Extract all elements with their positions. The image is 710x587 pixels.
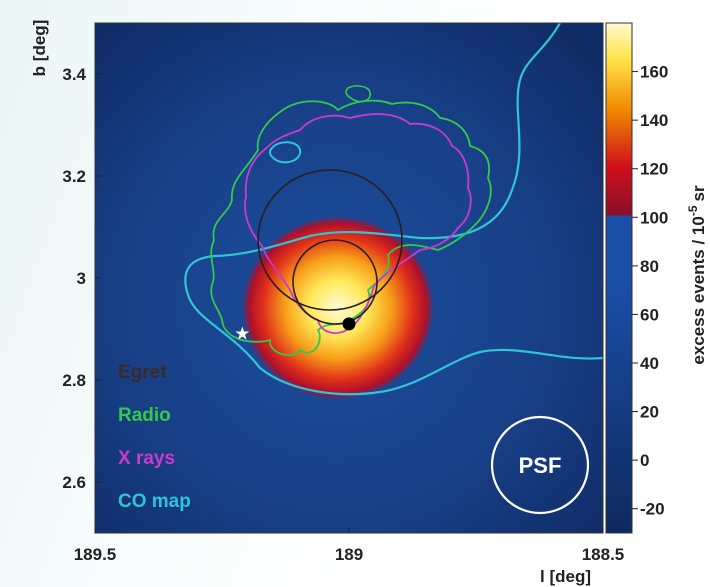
star-marker: ★ [234,324,250,345]
egret-contour-inner [292,239,378,325]
colorbar-tick-label: 60 [640,305,659,324]
y-axis: 2.6 2.8 3 3.2 3.4 [62,65,101,492]
legend: Egret Radio X rays CO map [118,362,191,512]
colorbar-ticks: -20 0 20 40 60 80 100 120 140 160 [632,63,668,519]
egret-contour-outer [257,169,403,311]
y-tick-label: 2.8 [62,371,86,390]
colorbar-tick-label: 100 [640,208,668,227]
x-tick-label: 188.5 [582,545,625,564]
y-tick-label: 2.6 [62,473,86,492]
y-tick-label: 3.2 [62,167,86,186]
colorbar-tick-label: 0 [640,451,649,470]
y-tick-label: 3.4 [62,65,86,84]
colorbar-tick-label: 160 [640,63,668,82]
colorbar-tick-label: 20 [640,403,659,422]
y-tick-label: 3 [77,269,86,288]
colorbar-tick-label: 140 [640,111,668,130]
legend-entry: CO map [118,491,191,512]
colorbar-tick-label: 40 [640,354,659,373]
legend-entry: Radio [118,405,171,426]
xray-contour [244,113,472,334]
x-axis-label: l [deg] [540,567,591,586]
excess-emission [242,216,434,400]
legend-entry: X rays [118,448,175,469]
x-tick-label: 189.5 [74,545,117,564]
x-axis: 189.5 189 188.5 [74,527,625,564]
legend-entry: Egret [118,362,167,383]
colorbar [605,22,633,534]
radio-contour-blob [345,85,372,103]
co-map-contour-small [268,141,302,164]
egret-source-marker [342,317,356,331]
psf-circle [490,415,590,515]
colorbar-tick-label: 80 [640,257,659,276]
x-tick-label: 189 [335,545,363,564]
colorbar-tick-label: 120 [640,160,668,179]
y-axis-label: b [deg] [30,20,49,77]
psf-label: PSF [519,453,562,478]
colorbar-label: excess events / 10-5sr [686,185,708,365]
colorbar-tick-label: -20 [640,500,665,519]
